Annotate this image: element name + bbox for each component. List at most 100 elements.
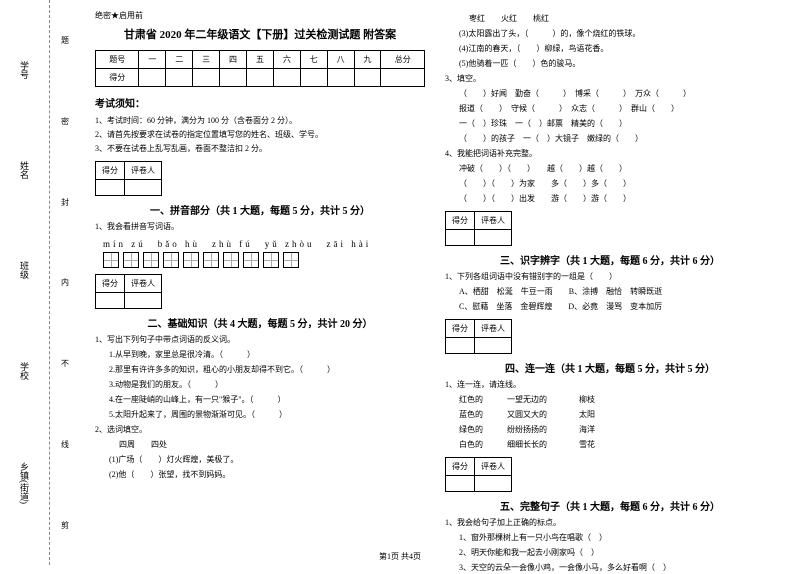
- notice-title: 考试须知：: [95, 95, 425, 110]
- score-value-row: 得分: [96, 69, 425, 87]
- cut-char: 题: [60, 36, 71, 44]
- page-footer: 第1页 共4页: [0, 551, 800, 562]
- question-item: 5.太阳升起来了，周围的景物渐渐可见。（ ）: [95, 409, 425, 421]
- secret-label: 绝密★启用前: [95, 10, 425, 21]
- td: 得分: [96, 69, 139, 87]
- cut-char: 封: [60, 198, 71, 206]
- question: 1、连一连，请连线。: [445, 379, 775, 391]
- question-item: 3.动物是我们的朋友。（ ）: [95, 379, 425, 391]
- left-column: 绝密★启用前 甘肃省 2020 年二年级语文【下册】过关检测试题 附答案 题号 …: [85, 10, 435, 560]
- binding-column: 学号 姓名 班级 学校 乡镇(街道): [0, 0, 50, 565]
- question: 4、我能把词语补充完整。: [445, 148, 775, 160]
- notice-item: 1、考试时间：60 分钟，满分为 100 分（含卷面分 2 分）。: [95, 115, 425, 126]
- notice-item: 2、请首先按要求在试卷的指定位置填写您的姓名、班级、学号。: [95, 129, 425, 140]
- question-item: 红色的 一望无边的 柳枝: [445, 394, 775, 406]
- cut-char: 不: [60, 359, 71, 367]
- td: 评卷人: [475, 320, 512, 338]
- question-item: (2)他（ ）张望，找不到妈妈。: [95, 469, 425, 481]
- question-item: （ ）好闻 勤奋（ ） 博采（ ） 万众（ ）: [445, 88, 775, 100]
- notice-item: 3、不要在试卷上乱写乱画，卷面不整洁扣 2 分。: [95, 143, 425, 154]
- question-item: (3)太阳露出了头，（ ）的，像个烧红的铁球。: [445, 28, 775, 40]
- tian-cell: [183, 252, 199, 268]
- cut-char: 剪: [60, 521, 71, 529]
- tian-cell: [263, 252, 279, 268]
- section-3-title: 三、识字辨字（共 1 大题，每题 6 分，共计 6 分）: [445, 252, 775, 267]
- question-item: 3、天空的云朵一会像小鸡，一会像小马，多么好看啊（ ）: [445, 562, 775, 574]
- question-item: 四周 四处: [95, 439, 425, 451]
- section-4-title: 四、连一连（共 1 大题，每题 5 分，共计 5 分）: [445, 360, 775, 375]
- section-2-title: 二、基础知识（共 4 大题，每题 5 分，共计 20 分）: [95, 315, 425, 330]
- marker-table: 得分评卷人: [95, 161, 162, 196]
- th: 五: [247, 51, 274, 69]
- td: 得分: [446, 458, 475, 476]
- question: 3、填空。: [445, 73, 775, 85]
- th: 二: [166, 51, 193, 69]
- binding-label: 乡镇(街道): [18, 462, 31, 504]
- binding-label: 学号: [18, 61, 31, 79]
- score-table: 题号 一 二 三 四 五 六 七 八 九 总分 得分: [95, 50, 425, 87]
- cut-char: 内: [60, 278, 71, 286]
- question-item: 绿色的 纷纷扬扬的 海洋: [445, 424, 775, 436]
- tian-cell: [163, 252, 179, 268]
- page-body: 绝密★启用前 甘肃省 2020 年二年级语文【下册】过关检测试题 附答案 题号 …: [50, 0, 800, 565]
- question-item: 枣红 火红 桃红: [445, 13, 775, 25]
- right-column: 枣红 火红 桃红 (3)太阳露出了头，（ ）的，像个烧红的铁球。 (4)江南的春…: [435, 10, 785, 560]
- binding-label: 学校: [18, 362, 31, 380]
- question-item: 报道（ ） 守候（ ） 众志（ ） 群山（ ）: [445, 103, 775, 115]
- tian-cell: [123, 252, 139, 268]
- tian-cell: [103, 252, 119, 268]
- td: 得分: [446, 212, 475, 230]
- question: 1、我会给句子加上正确的标点。: [445, 517, 775, 529]
- marker-table: 得分评卷人: [445, 457, 512, 492]
- question: 1、下列各组词语中没有错别字的一组是（ ）: [445, 271, 775, 283]
- exam-title: 甘肃省 2020 年二年级语文【下册】过关检测试题 附答案: [95, 26, 425, 42]
- tian-cell: [143, 252, 159, 268]
- question-item: 白色的 细细长长的 雪花: [445, 439, 775, 451]
- question: 1、我会看拼音写词语。: [95, 221, 425, 233]
- section-5-title: 五、完整句子（共 1 大题，每题 6 分，共计 6 分）: [445, 498, 775, 513]
- cut-char: 线: [60, 440, 71, 448]
- td: 评卷人: [125, 274, 162, 292]
- tian-cell: [223, 252, 239, 268]
- question-item: 冲破（ ）（ ） 越（ ）越（ ）: [445, 163, 775, 175]
- question-item: （ ）的孩子 一（ ）大镜子 嫩绿的（ ）: [445, 133, 775, 145]
- section-1-title: 一、拼音部分（共 1 大题，每题 5 分，共计 5 分）: [95, 202, 425, 217]
- question-item: （ ）（ ）出发 游（ ）游（ ）: [445, 193, 775, 205]
- question-item: 2.那里有许许多多的知识，粗心的小朋友却得不到它。（ ）: [95, 364, 425, 376]
- binding-label: 班级: [18, 261, 31, 279]
- score-header-row: 题号 一 二 三 四 五 六 七 八 九 总分: [96, 51, 425, 69]
- th: 九: [354, 51, 381, 69]
- question-item: 一（ ）珍珠 一（ ）邮票 精美的（ ）: [445, 118, 775, 130]
- td: 评卷人: [125, 161, 162, 179]
- question-item: 蓝色的 又圆又大的 太阳: [445, 409, 775, 421]
- th: 题号: [96, 51, 139, 69]
- pinyin-row: mín zú bǎo hù zhù fú yǔ zhòu zāi hài: [103, 237, 425, 250]
- th: 八: [327, 51, 354, 69]
- th: 一: [139, 51, 166, 69]
- th: 六: [273, 51, 300, 69]
- td: 得分: [446, 320, 475, 338]
- question-item: 4.在一座陡峭的山峰上，有一只"猴子"。（ ）: [95, 394, 425, 406]
- cut-char: 密: [60, 117, 71, 125]
- th: 总分: [381, 51, 425, 69]
- question-item: 1、窗外那棵树上有一只小鸟在唱歌（ ）: [445, 532, 775, 544]
- cut-line: 题 密 封 内 不 线 剪: [50, 0, 80, 565]
- marker-table: 得分评卷人: [445, 211, 512, 246]
- th: 七: [300, 51, 327, 69]
- td: 得分: [96, 161, 125, 179]
- td: 得分: [96, 274, 125, 292]
- question-item: (4)江南的春天，（ ）柳绿，鸟语花香。: [445, 43, 775, 55]
- tian-cell: [283, 252, 299, 268]
- marker-table: 得分评卷人: [445, 319, 512, 354]
- binding-label: 姓名: [18, 161, 31, 179]
- tianzige-row: [103, 252, 425, 268]
- td: 评卷人: [475, 458, 512, 476]
- marker-table: 得分评卷人: [95, 274, 162, 309]
- td: 评卷人: [475, 212, 512, 230]
- question: 1、写出下列句子中带点词语的反义词。: [95, 334, 425, 346]
- question-item: 1.从早到晚，家里总是很冷清。（ ）: [95, 349, 425, 361]
- question-item: （ ）（ ）为家 多（ ）多（ ）: [445, 178, 775, 190]
- th: 四: [220, 51, 247, 69]
- question: 2、选词填空。: [95, 424, 425, 436]
- tian-cell: [203, 252, 219, 268]
